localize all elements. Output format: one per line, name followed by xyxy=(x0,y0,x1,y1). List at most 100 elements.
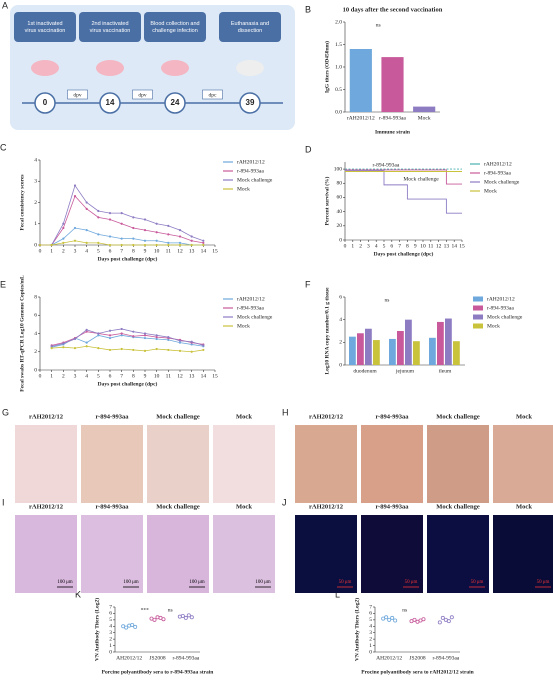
point xyxy=(97,347,100,350)
x-tick-label: 14 xyxy=(201,248,207,254)
x-tick-label: rAH2012/12 xyxy=(347,115,375,121)
image-title: rAH2012/12 xyxy=(29,413,63,420)
micrograph xyxy=(427,425,489,503)
x-tick-label: 8 xyxy=(406,243,409,249)
x-tick-label: 2 xyxy=(62,373,65,379)
point xyxy=(120,222,123,225)
y-tick-label: 5 xyxy=(369,617,372,623)
scale-label: 100 μm xyxy=(57,580,72,585)
point xyxy=(155,347,158,351)
point xyxy=(190,343,193,346)
annotation: ns xyxy=(376,22,381,28)
point xyxy=(143,349,147,352)
annotation: ns xyxy=(168,607,173,613)
point xyxy=(130,623,135,628)
y-tick-label: 7 xyxy=(369,604,372,610)
x-tick-label: 11 xyxy=(166,248,172,254)
point xyxy=(178,229,182,232)
y-tick-label: 0.0 xyxy=(335,109,342,115)
legend-label: Mock xyxy=(237,186,250,192)
point xyxy=(132,243,135,247)
x-axis-label: Days post challenge (dpc) xyxy=(98,380,158,387)
image-title: Mock challenge xyxy=(436,503,480,510)
micrograph xyxy=(361,425,423,503)
interval-label: dpv xyxy=(73,92,82,98)
x-axis-label: Porcine polyantibody sera to r-894-993aa… xyxy=(102,669,214,675)
micrograph xyxy=(15,515,77,593)
x-tick-label: 7 xyxy=(120,248,123,254)
image-title: rAH2012/12 xyxy=(309,503,343,510)
micrograph xyxy=(147,425,209,503)
point xyxy=(97,241,100,244)
point xyxy=(38,243,42,247)
point xyxy=(202,344,205,347)
point xyxy=(143,334,147,337)
point xyxy=(143,336,147,340)
bar xyxy=(453,341,460,365)
x-tick-label: 6 xyxy=(390,243,393,249)
y-axis-label: VN Antibody Titers (Log2) xyxy=(353,598,360,661)
point xyxy=(180,614,185,619)
point xyxy=(73,195,77,198)
legend-label: Mock xyxy=(237,323,250,329)
point xyxy=(73,226,77,230)
micrograph xyxy=(427,515,489,593)
point xyxy=(132,330,135,333)
scale-label: 50 μm xyxy=(405,580,418,585)
micrograph xyxy=(213,425,275,503)
interval-label: dpv xyxy=(138,92,147,98)
point xyxy=(155,243,158,247)
x-tick-label: 6 xyxy=(109,248,112,254)
point xyxy=(155,334,158,337)
point xyxy=(132,226,135,230)
legend-label: Mock xyxy=(484,188,497,194)
interval-label: dpc xyxy=(209,92,218,98)
point xyxy=(97,332,100,335)
point xyxy=(120,334,123,337)
scale-label: 100 μm xyxy=(123,580,138,585)
micrograph xyxy=(361,515,423,593)
step-box xyxy=(144,12,206,42)
point xyxy=(50,347,53,350)
micrograph xyxy=(81,515,143,593)
point xyxy=(108,329,112,332)
x-tick-label: AH2012/12 xyxy=(116,655,142,661)
y-axis-label: Log10 RNA copy number/0.1 g tissue xyxy=(324,287,330,375)
point xyxy=(178,339,182,342)
y-tick-label: 2 xyxy=(34,200,37,206)
bar xyxy=(397,331,404,365)
point xyxy=(73,239,77,242)
panel-label: J xyxy=(282,497,287,507)
x-tick-label: ileum xyxy=(439,368,452,374)
axes xyxy=(114,607,200,653)
y-tick-label: 3 xyxy=(109,630,112,636)
y-tick-label: 0 xyxy=(109,649,112,655)
y-tick-label: 40 xyxy=(337,209,343,215)
x-tick-label: 14 xyxy=(201,373,207,379)
x-tick-label: 8 xyxy=(132,373,135,379)
bar xyxy=(357,333,364,365)
legend-label: Mock challenge xyxy=(487,314,523,320)
x-tick-label: duodenum xyxy=(353,368,377,374)
legend-label: rAH2012/12 xyxy=(237,296,265,302)
panel-label: H xyxy=(282,407,289,417)
step-box xyxy=(219,12,281,42)
point xyxy=(202,241,205,244)
point xyxy=(167,243,170,247)
x-tick-label: 15 xyxy=(212,373,218,379)
x-tick-label: 7 xyxy=(398,243,401,249)
y-tick-label: 0 xyxy=(339,362,342,368)
x-tick-label: 5 xyxy=(383,243,386,249)
interval-box xyxy=(67,89,88,100)
chart-title: 10 days after the second vaccination xyxy=(343,6,443,13)
y-tick-label: 2 xyxy=(34,349,37,355)
x-tick-label: 0 xyxy=(39,373,42,379)
x-tick-label: 1 xyxy=(50,248,53,254)
image-title: rAH2012/12 xyxy=(309,413,343,420)
legend-label: Mock challenge xyxy=(237,177,273,183)
x-tick-label: 3 xyxy=(367,243,370,249)
annotation: *** xyxy=(141,607,150,613)
point xyxy=(155,231,158,234)
bar xyxy=(349,49,372,112)
